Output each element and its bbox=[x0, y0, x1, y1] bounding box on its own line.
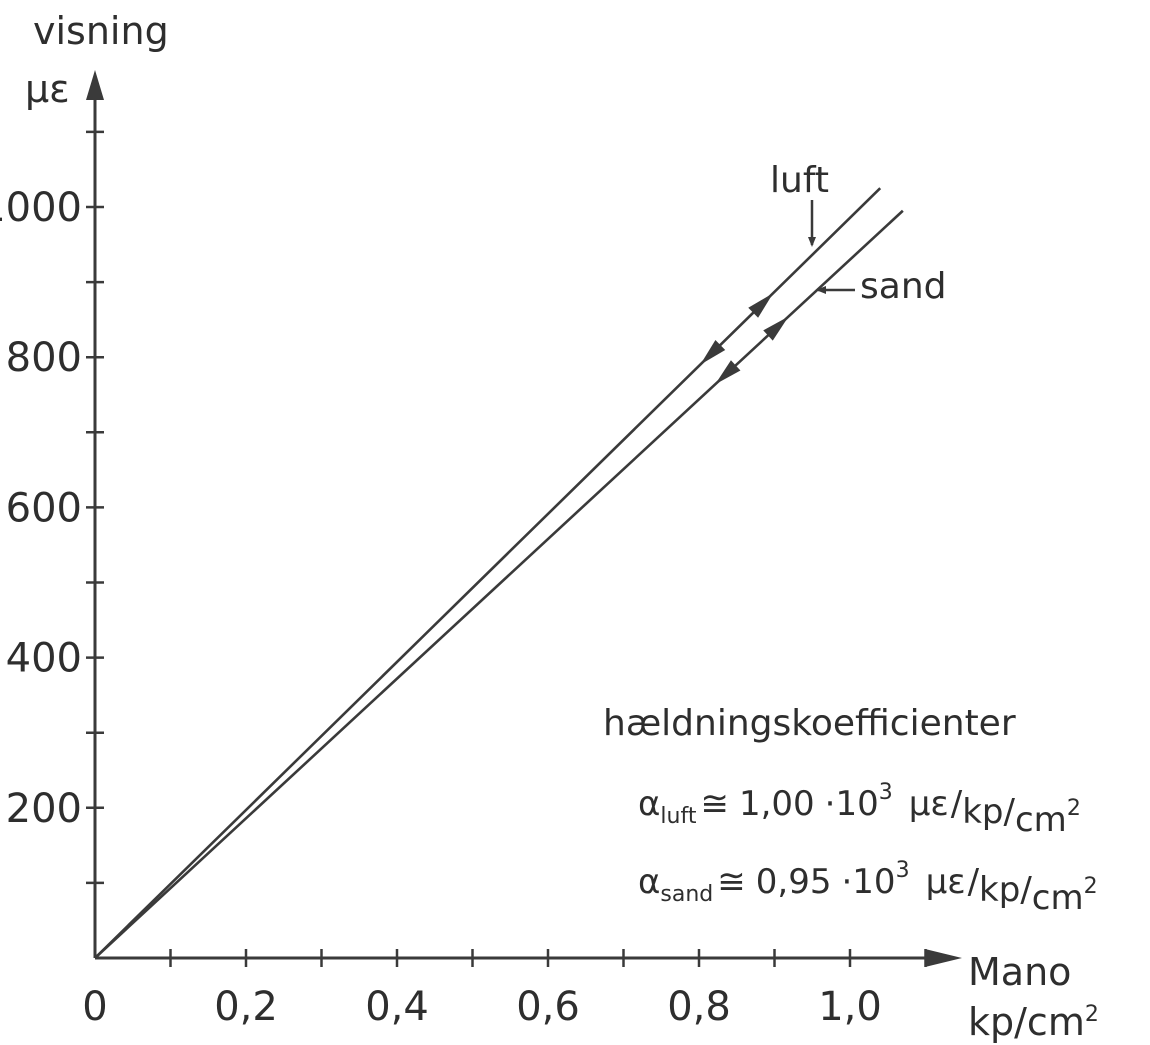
x-axis-unit: kp/cm2 bbox=[968, 1000, 1099, 1044]
y-tick-label: 600 bbox=[6, 485, 82, 531]
tick-labels: 0 0,2 0,4 0,6 0,8 1,0 200 400 600 800 1000 bbox=[0, 185, 882, 1030]
series-line-luft bbox=[94, 187, 882, 959]
y-tick-label: 1000 bbox=[0, 185, 82, 231]
ticks bbox=[86, 130, 927, 967]
sand-unloading-arrow bbox=[715, 360, 741, 385]
x-tick-label: 0,6 bbox=[516, 984, 580, 1030]
series-group bbox=[94, 187, 904, 959]
y-tick-label: 800 bbox=[6, 335, 82, 381]
luft-unloading-arrow bbox=[700, 339, 726, 365]
coefficient-sand: αsand ≅ 0,95·103 με/kp/cm2 bbox=[638, 858, 1098, 918]
series-label-sand: sand bbox=[860, 266, 946, 307]
x-tick-label: 0,8 bbox=[667, 984, 731, 1030]
luft-loading-arrow bbox=[748, 293, 774, 318]
x-tick-label: 1,0 bbox=[818, 984, 882, 1030]
x-tick-label: 0,2 bbox=[214, 984, 278, 1030]
y-axis-unit: με bbox=[25, 67, 70, 111]
series-label-luft: luft bbox=[770, 160, 829, 201]
x-axis-arrow bbox=[925, 949, 962, 967]
y-axis-title: visning bbox=[33, 9, 169, 53]
svg-text:kp/cm2: kp/cm2 bbox=[968, 1000, 1099, 1044]
x-tick-label: 0,4 bbox=[365, 984, 429, 1030]
y-tick-label: 200 bbox=[6, 786, 82, 832]
x-axis-title: Mano bbox=[968, 950, 1071, 994]
annotation-title: hældningskoefficienter bbox=[603, 703, 1016, 744]
coefficient-luft: αluft ≅ 1,00·103 με/kp/cm2 bbox=[638, 780, 1081, 840]
y-axis-arrow bbox=[86, 70, 104, 100]
y-tick-label: 400 bbox=[6, 636, 82, 682]
sand-loading-arrow bbox=[763, 316, 789, 341]
x-tick-label: 0 bbox=[82, 984, 107, 1030]
